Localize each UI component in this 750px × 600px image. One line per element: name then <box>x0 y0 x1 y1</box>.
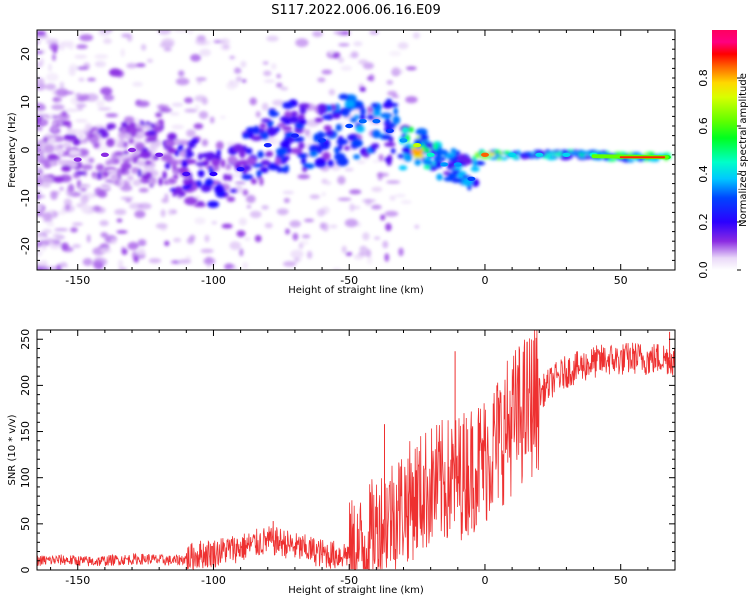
spectrogram-xlabel: Height of straight line (km) <box>288 285 424 296</box>
x-tick-label: 50 <box>614 274 628 287</box>
figure-title: S117.2022.006.06.16.E09 <box>271 3 440 18</box>
spectrogram-frame <box>36 29 676 271</box>
ridge-point <box>399 138 408 143</box>
ridge-point <box>263 143 272 148</box>
y-tick-label: 50 <box>19 517 32 531</box>
snr-panel: -150 -100 -50 0 50 0 50 100 150 200 250 Height of … <box>7 329 676 596</box>
snr-ylabel: SNR (10 * v/v) <box>7 414 18 485</box>
ridge-point <box>37 147 41 153</box>
ridge-point <box>73 157 82 162</box>
colorbar-tick-label: 0.6 <box>697 117 710 135</box>
ridge-point <box>155 152 164 157</box>
ridge-point <box>182 171 191 177</box>
ridge-point <box>440 162 449 167</box>
ridge-point <box>426 152 435 157</box>
ridge-point <box>100 152 109 157</box>
x-tick-label: 50 <box>614 574 628 587</box>
ridge-point <box>209 171 218 177</box>
y-tick-label: -20 <box>19 237 32 255</box>
snr-line <box>37 330 675 570</box>
ridge-point <box>358 119 367 124</box>
x-tick-label: 0 <box>481 274 488 287</box>
colorbar: 0.0 0.2 0.4 0.6 0.8 Normalized spectral ampl… <box>697 30 749 279</box>
y-tick-label: 250 <box>19 329 32 350</box>
spectrogram-ylabel: Frequency (Hz) <box>7 112 18 188</box>
x-tick-label: -50 <box>340 274 358 287</box>
y-tick-label: -10 <box>19 189 32 207</box>
spectrogram-band <box>37 87 672 208</box>
colorbar-ticks: 0.0 0.2 0.4 0.6 0.8 <box>697 69 741 279</box>
ridge-point <box>508 152 517 157</box>
colorbar-tick-label: 0.4 <box>697 165 710 183</box>
snr-xlabel: Height of straight line (km) <box>288 585 424 596</box>
x-tick-label: -100 <box>201 574 226 587</box>
colorbar-gradient <box>712 30 737 270</box>
y-tick-label: 0 <box>19 147 32 154</box>
spectrogram-ridge <box>37 119 671 181</box>
y-tick-label: 10 <box>19 95 32 109</box>
snr-frame <box>36 329 676 571</box>
spectrogram-image <box>37 30 672 270</box>
x-tick-label: -150 <box>65 574 90 587</box>
colorbar-label: Normalized spectral amplitude <box>738 73 749 227</box>
ridge-point <box>236 167 245 172</box>
snr-ticks: -150 -100 -50 0 50 0 50 100 150 200 250 <box>19 329 676 587</box>
ridge-point <box>481 152 489 157</box>
ridge-point <box>385 128 394 133</box>
ridge-point <box>562 152 571 157</box>
y-tick-label: 150 <box>19 421 32 442</box>
y-tick-label: 100 <box>19 467 32 488</box>
x-tick-label: -100 <box>201 274 226 287</box>
ridge-point <box>290 133 299 138</box>
ridge-point <box>345 123 354 129</box>
y-tick-label: 20 <box>19 47 32 61</box>
ridge-point <box>535 152 544 157</box>
x-tick-label: -150 <box>65 274 90 287</box>
ridge-point <box>453 162 462 167</box>
y-tick-label: 200 <box>19 375 32 396</box>
ridge-point <box>413 143 422 148</box>
colorbar-tick-label: 0.0 <box>697 261 710 279</box>
snr-plot-area <box>37 330 675 570</box>
x-tick-label: -50 <box>340 574 358 587</box>
ridge-point <box>372 119 381 124</box>
colorbar-tick-label: 0.8 <box>697 69 710 87</box>
y-tick-label: 0 <box>19 567 32 574</box>
ridge-point <box>128 147 136 153</box>
colorbar-tick-label: 0.2 <box>697 213 710 231</box>
ridge-point <box>467 176 476 181</box>
ridge-point <box>318 138 327 143</box>
x-tick-label: 0 <box>481 574 488 587</box>
